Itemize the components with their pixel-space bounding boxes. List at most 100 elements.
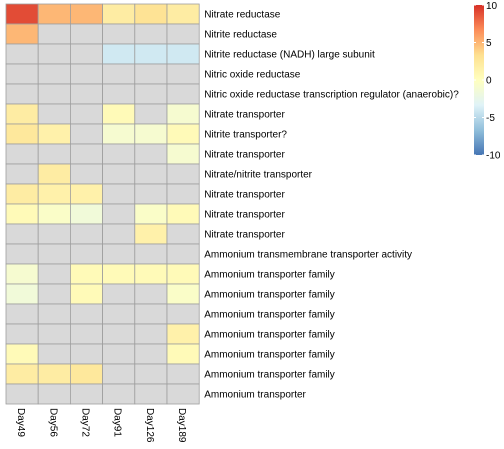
heatmap-cell — [102, 103, 136, 125]
heatmap-cell — [134, 323, 168, 345]
heatmap-cell — [134, 283, 168, 305]
heatmap-cell — [70, 223, 104, 245]
heatmap-cell — [70, 263, 104, 285]
row-label: Nitrite reductase — [204, 30, 277, 41]
heatmap-cell — [70, 243, 104, 265]
heatmap-cell — [134, 23, 168, 45]
heatmap-cell — [166, 63, 200, 85]
heatmap-cell — [5, 23, 39, 45]
heatmap-cell — [134, 203, 168, 225]
row-label: Ammonium transporter family — [204, 330, 335, 341]
heatmap-cell — [102, 23, 136, 45]
row-label: Ammonium transporter family — [204, 310, 335, 321]
row-label: Ammonium transporter family — [204, 290, 335, 301]
heatmap-cell — [70, 203, 104, 225]
legend-ticks: 10 5 0 -5 -10 — [474, 1, 501, 162]
row-label: Nitric oxide reductase — [204, 70, 301, 81]
heatmap-cell — [5, 3, 39, 25]
heatmap-cell — [134, 143, 168, 165]
heatmap-cell — [37, 283, 71, 305]
heatmap-cell — [166, 203, 200, 225]
legend-tick-label: -10 — [486, 151, 501, 162]
heatmap-cell — [70, 183, 104, 205]
heatmap-cell — [37, 3, 71, 25]
heatmap-cell — [166, 303, 200, 325]
heatmap-cell — [166, 183, 200, 205]
heatmap-cell — [166, 163, 200, 185]
heatmap-cell — [102, 183, 136, 205]
heatmap-cell — [37, 303, 71, 325]
row-label: Ammonium transmembrane transporter activ… — [204, 250, 412, 261]
heatmap-cell — [37, 23, 71, 45]
heatmap-cell — [102, 263, 136, 285]
heatmap-cell — [70, 23, 104, 45]
column-labels: Day49 Day56 Day72 Day91 Day126 Day189 — [15, 408, 187, 443]
column-label: Day49 — [15, 408, 26, 437]
row-label: Nitrate transporter — [204, 230, 285, 241]
heatmap-cell — [134, 163, 168, 185]
row-label: Ammonium transporter family — [204, 370, 335, 381]
heatmap-cell — [37, 103, 71, 125]
heatmap-cell — [70, 103, 104, 125]
heatmap-cell — [70, 383, 104, 405]
heatmap-cell — [134, 3, 168, 25]
legend-tick-label: 0 — [486, 76, 492, 87]
heatmap-cell — [102, 223, 136, 245]
heatmap-cell — [5, 123, 39, 145]
heatmap-cell — [102, 83, 136, 105]
heatmap-cell — [37, 343, 71, 365]
heatmap-cell — [37, 63, 71, 85]
column-label: Day56 — [47, 408, 58, 437]
heatmap-cell — [166, 383, 200, 405]
heatmap-cell — [37, 163, 71, 185]
row-label: Nitrate transporter — [204, 210, 285, 221]
heatmap-cell — [134, 243, 168, 265]
heatmap-cell — [37, 203, 71, 225]
heatmap-cell — [5, 163, 39, 185]
heatmap-cell — [37, 263, 71, 285]
row-label: Ammonium transporter — [204, 390, 306, 401]
heatmap-cell — [5, 83, 39, 105]
heatmap-cell — [166, 223, 200, 245]
heatmap-cell — [70, 63, 104, 85]
heatmap-cell — [5, 263, 39, 285]
heatmap-cell — [102, 243, 136, 265]
heatmap-cell — [102, 323, 136, 345]
column-label: Day189 — [176, 408, 187, 443]
heatmap-cell — [102, 123, 136, 145]
row-label: Nitrate transporter — [204, 150, 285, 161]
heatmap-cell — [166, 43, 200, 65]
heatmap-cell — [70, 3, 104, 25]
heatmap-cell — [134, 363, 168, 385]
heatmap-cell — [102, 383, 136, 405]
heatmap-cell — [134, 43, 168, 65]
heatmap-cell — [166, 103, 200, 125]
legend-color-bar — [474, 5, 484, 155]
heatmap-cell — [166, 3, 200, 25]
heatmap-cell — [134, 383, 168, 405]
row-labels: Nitrate reductase Nitrite reductase Nitrit… — [204, 10, 459, 401]
row-label: Nitric oxide reductase transcription reg… — [204, 90, 459, 101]
heatmap-cell — [102, 3, 136, 25]
heatmap-cell — [70, 43, 104, 65]
row-label: Nitrate/nitrite transporter — [204, 170, 312, 181]
heatmap-cell — [134, 123, 168, 145]
heatmap-cell — [166, 23, 200, 45]
heatmap-cell — [70, 283, 104, 305]
heatmap-cell — [5, 43, 39, 65]
heatmap-cell — [166, 123, 200, 145]
heatmap-cell — [37, 383, 71, 405]
heatmap-cell — [5, 203, 39, 225]
heatmap-cell — [134, 183, 168, 205]
heatmap-cell — [134, 63, 168, 85]
heatmap-cell — [70, 83, 104, 105]
column-label: Day72 — [80, 408, 91, 437]
heatmap-cell — [5, 223, 39, 245]
heatmap-cell — [5, 243, 39, 265]
heatmap-cell — [134, 103, 168, 125]
heatmap-cell — [5, 303, 39, 325]
heatmap-cell — [134, 223, 168, 245]
heatmap-cell — [5, 323, 39, 345]
heatmap-cell — [37, 323, 71, 345]
heatmap-cell — [5, 63, 39, 85]
